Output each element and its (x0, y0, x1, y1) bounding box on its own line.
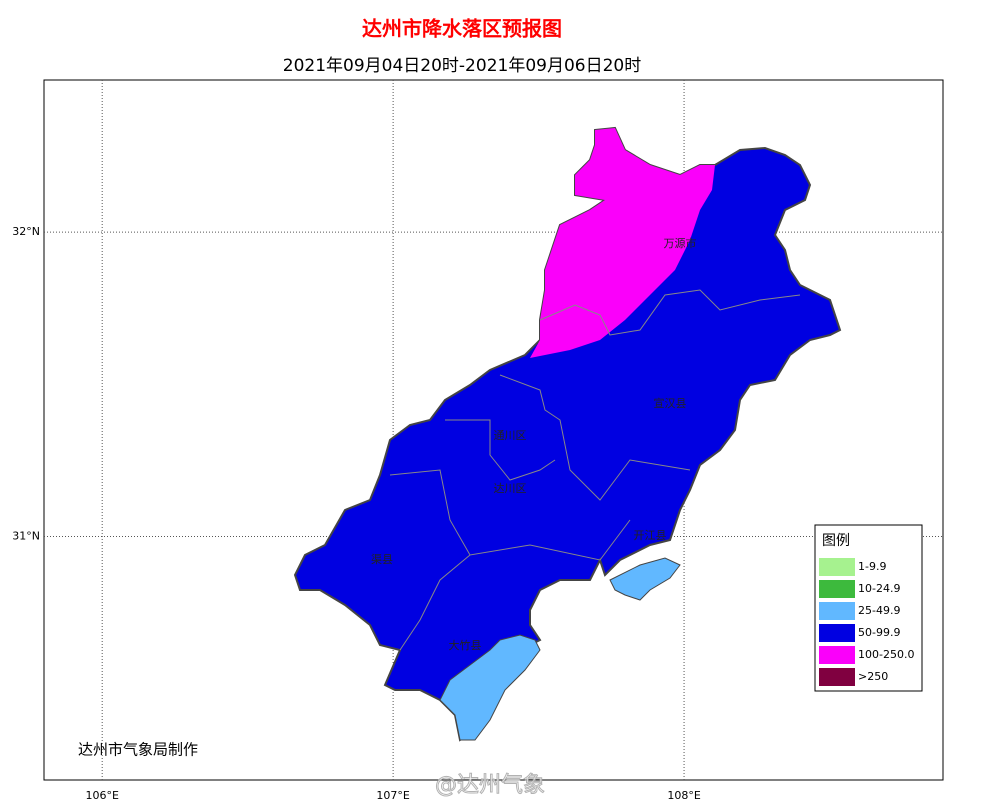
legend-swatch (819, 668, 855, 686)
district-border (445, 419, 556, 481)
district-label: 大竹县 (449, 638, 482, 652)
district-label: 宣汉县 (654, 396, 687, 410)
district-border (499, 374, 691, 501)
legend-swatch (819, 602, 855, 620)
district-border (539, 289, 801, 336)
legend-swatch (819, 646, 855, 664)
legend-label: 100-250.0 (858, 648, 914, 661)
legend-swatch (819, 580, 855, 598)
legend-label: 25-49.9 (858, 604, 900, 617)
credit: 达州市气象局制作 (78, 741, 198, 759)
legend-swatch (819, 558, 855, 576)
lon-tick-label: 108°E (667, 789, 700, 802)
district-border (399, 554, 471, 651)
subtitle: 2021年09月04日20时-2021年09月06日20时 (283, 56, 641, 76)
lat-tick-label: 32°N (12, 225, 40, 238)
lon-tick-label: 106°E (85, 789, 118, 802)
district-label: 开江县 (634, 529, 667, 542)
lat-tick-label: 31°N (12, 530, 40, 543)
region-blue (293, 126, 842, 742)
title: 达州市降水落区预报图 (362, 17, 562, 41)
legend-title: 图例 (822, 533, 850, 549)
legend: 图例 1-9.9 10-24.9 25-49.9 50-99.9 100-250.0 >2… (814, 524, 923, 692)
legend-label: 50-99.9 (858, 626, 900, 639)
district-label: 达川区 (494, 482, 527, 495)
legend-label: >250 (858, 670, 888, 683)
district-label: 渠县 (371, 553, 393, 566)
region-magenta (530, 128, 715, 358)
region-lightblue (609, 557, 681, 601)
legend-swatch (819, 624, 855, 642)
watermark: @达州气象 (435, 773, 545, 798)
legend-label: 1-9.9 (858, 560, 886, 573)
district-label: 万源市 (664, 236, 697, 250)
district-label: 通川区 (494, 429, 527, 442)
lon-tick-label: 107°E (376, 789, 409, 802)
region-lightblue (439, 634, 541, 741)
legend-label: 10-24.9 (858, 582, 900, 595)
